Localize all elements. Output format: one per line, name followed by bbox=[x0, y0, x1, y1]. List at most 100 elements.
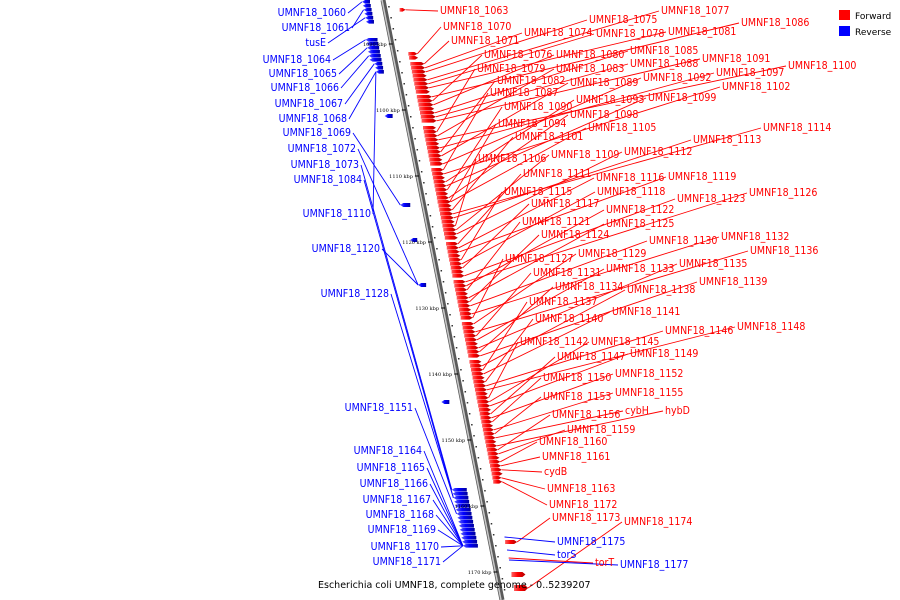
gene-forward[interactable] bbox=[442, 224, 456, 228]
gene-label-forward[interactable]: UMNF18_1105 bbox=[588, 122, 656, 134]
gene-forward[interactable] bbox=[415, 90, 430, 94]
gene-label-forward[interactable]: UMNF18_1130 bbox=[649, 235, 717, 247]
gene-label-forward[interactable]: UMNF18_1133 bbox=[606, 263, 674, 275]
gene-label-forward[interactable]: UMNF18_1150 bbox=[543, 372, 611, 384]
gene-label-forward[interactable]: UMNF18_1141 bbox=[612, 306, 680, 318]
gene-label-reverse[interactable]: UMNF18_1073 bbox=[291, 159, 359, 171]
gene-forward[interactable] bbox=[417, 99, 433, 103]
gene-forward[interactable] bbox=[456, 296, 469, 300]
gene-label-forward[interactable]: UMNF18_1098 bbox=[570, 109, 638, 121]
gene-forward[interactable] bbox=[435, 188, 448, 192]
gene-forward[interactable] bbox=[514, 585, 529, 591]
gene-label-reverse[interactable]: UMNF18_1168 bbox=[366, 509, 434, 521]
gene-reverse[interactable] bbox=[369, 58, 382, 62]
gene-label-forward[interactable]: UMNF18_1089 bbox=[570, 77, 638, 89]
gene-reverse[interactable] bbox=[363, 8, 372, 12]
gene-label-reverse[interactable]: UMNF18_1164 bbox=[354, 445, 422, 457]
gene-reverse[interactable] bbox=[453, 496, 469, 500]
gene-label-lower[interactable]: torT bbox=[595, 557, 614, 569]
gene-forward[interactable] bbox=[434, 184, 447, 188]
gene-label-reverse[interactable]: UMNF18_1067 bbox=[275, 98, 343, 110]
gene-reverse[interactable] bbox=[367, 46, 380, 50]
gene-forward[interactable] bbox=[475, 392, 488, 396]
gene-forward[interactable] bbox=[468, 354, 481, 358]
gene-forward[interactable] bbox=[426, 146, 440, 150]
gene-forward[interactable] bbox=[418, 103, 434, 107]
gene-forward[interactable] bbox=[422, 126, 436, 130]
gene-reverse[interactable] bbox=[454, 500, 470, 504]
gene-reverse[interactable] bbox=[400, 203, 411, 207]
gene-forward[interactable] bbox=[488, 456, 500, 460]
gene-label-forward[interactable]: UMNF18_1119 bbox=[668, 171, 736, 183]
gene-label-forward[interactable]: UMNF18_1074 bbox=[524, 27, 592, 39]
gene-label-reverse[interactable]: UMNF18_1169 bbox=[368, 524, 436, 536]
gene-label-forward[interactable]: UMNF18_1136 bbox=[750, 245, 818, 257]
gene-forward[interactable] bbox=[443, 228, 457, 232]
gene-forward[interactable] bbox=[425, 138, 439, 142]
gene-forward[interactable] bbox=[420, 111, 436, 115]
gene-label-reverse[interactable]: UMNF18_1060 bbox=[278, 7, 346, 19]
gene-forward[interactable] bbox=[462, 326, 475, 330]
gene-forward[interactable] bbox=[430, 162, 444, 166]
gene-forward[interactable] bbox=[450, 266, 463, 270]
gene-forward[interactable] bbox=[459, 308, 472, 312]
gene-label-reverse[interactable]: UMNF18_1165 bbox=[357, 462, 425, 474]
gene-forward[interactable] bbox=[446, 246, 459, 250]
gene-label-forward[interactable]: UMNF18_1091 bbox=[702, 53, 770, 65]
gene-forward[interactable] bbox=[410, 62, 425, 66]
gene-label-forward[interactable]: UMNF18_1115 bbox=[504, 186, 572, 198]
gene-forward[interactable] bbox=[478, 404, 491, 408]
gene-label-forward[interactable]: UMNF18_1092 bbox=[643, 72, 711, 84]
gene-label-forward[interactable]: UMNF18_1075 bbox=[589, 14, 657, 26]
gene-forward[interactable] bbox=[480, 416, 492, 420]
gene-label-forward[interactable]: UMNF18_1153 bbox=[543, 391, 611, 403]
gene-label-forward[interactable]: UMNF18_1085 bbox=[630, 45, 698, 57]
gene-reverse[interactable] bbox=[451, 488, 467, 492]
gene-forward[interactable] bbox=[448, 254, 461, 258]
gene-label-forward[interactable]: UMNF18_1109 bbox=[551, 149, 619, 161]
gene-label-reverse[interactable]: UMNF18_1110 bbox=[303, 208, 371, 220]
gene-label-forward[interactable]: UMNF18_1063 bbox=[440, 5, 508, 17]
gene-forward[interactable] bbox=[492, 476, 502, 480]
gene-label-lower[interactable]: torS bbox=[557, 549, 576, 561]
gene-label-forward[interactable]: UMNF18_1116 bbox=[596, 172, 664, 184]
gene-label-forward[interactable]: UMNF18_1122 bbox=[606, 204, 674, 216]
gene-reverse[interactable] bbox=[384, 114, 393, 118]
gene-forward[interactable] bbox=[416, 95, 432, 99]
gene-forward[interactable] bbox=[426, 142, 440, 146]
gene-label-reverse[interactable]: UMNF18_1064 bbox=[263, 54, 331, 66]
gene-label-forward[interactable]: UMNF18_1129 bbox=[578, 248, 646, 260]
gene-forward[interactable] bbox=[489, 460, 501, 464]
gene-forward[interactable] bbox=[481, 420, 493, 424]
gene-label-forward[interactable]: UMNF18_1088 bbox=[630, 58, 698, 70]
gene-forward[interactable] bbox=[465, 338, 478, 342]
gene-reverse[interactable] bbox=[454, 504, 470, 508]
gene-forward[interactable] bbox=[438, 204, 452, 208]
gene-forward[interactable] bbox=[452, 274, 465, 278]
gene-label-reverse[interactable]: UMNF18_1170 bbox=[371, 541, 439, 553]
gene-forward[interactable] bbox=[482, 424, 494, 428]
gene-reverse[interactable] bbox=[368, 54, 381, 58]
gene-label-forward[interactable]: UMNF18_1099 bbox=[648, 92, 716, 104]
gene-forward[interactable] bbox=[412, 74, 427, 78]
gene-label-reverse[interactable]: UMNF18_1120 bbox=[312, 243, 380, 255]
gene-reverse[interactable] bbox=[456, 512, 472, 516]
gene-forward[interactable] bbox=[423, 130, 437, 134]
gene-label-forward[interactable]: UMNF18_1106 bbox=[478, 153, 546, 165]
gene-label-forward[interactable]: UMNF18_1140 bbox=[535, 313, 603, 325]
gene-forward[interactable] bbox=[483, 432, 495, 436]
gene-forward[interactable] bbox=[453, 280, 466, 284]
gene-forward[interactable] bbox=[451, 270, 464, 274]
gene-forward[interactable] bbox=[479, 412, 491, 416]
gene-label-forward[interactable]: UMNF18_1097 bbox=[716, 67, 784, 79]
gene-forward[interactable] bbox=[459, 312, 472, 316]
gene-label-forward[interactable]: UMNF18_1081 bbox=[668, 26, 736, 38]
gene-label-forward[interactable]: UMNF18_1118 bbox=[597, 186, 665, 198]
gene-forward[interactable] bbox=[414, 82, 429, 86]
gene-forward[interactable] bbox=[449, 258, 462, 262]
gene-reverse[interactable] bbox=[410, 238, 418, 242]
gene-label-forward[interactable]: UMNF18_1152 bbox=[615, 368, 683, 380]
gene-forward[interactable] bbox=[420, 115, 436, 119]
gene-forward[interactable] bbox=[432, 176, 445, 180]
gene-label-forward[interactable]: UMNF18_1172 bbox=[549, 499, 617, 511]
